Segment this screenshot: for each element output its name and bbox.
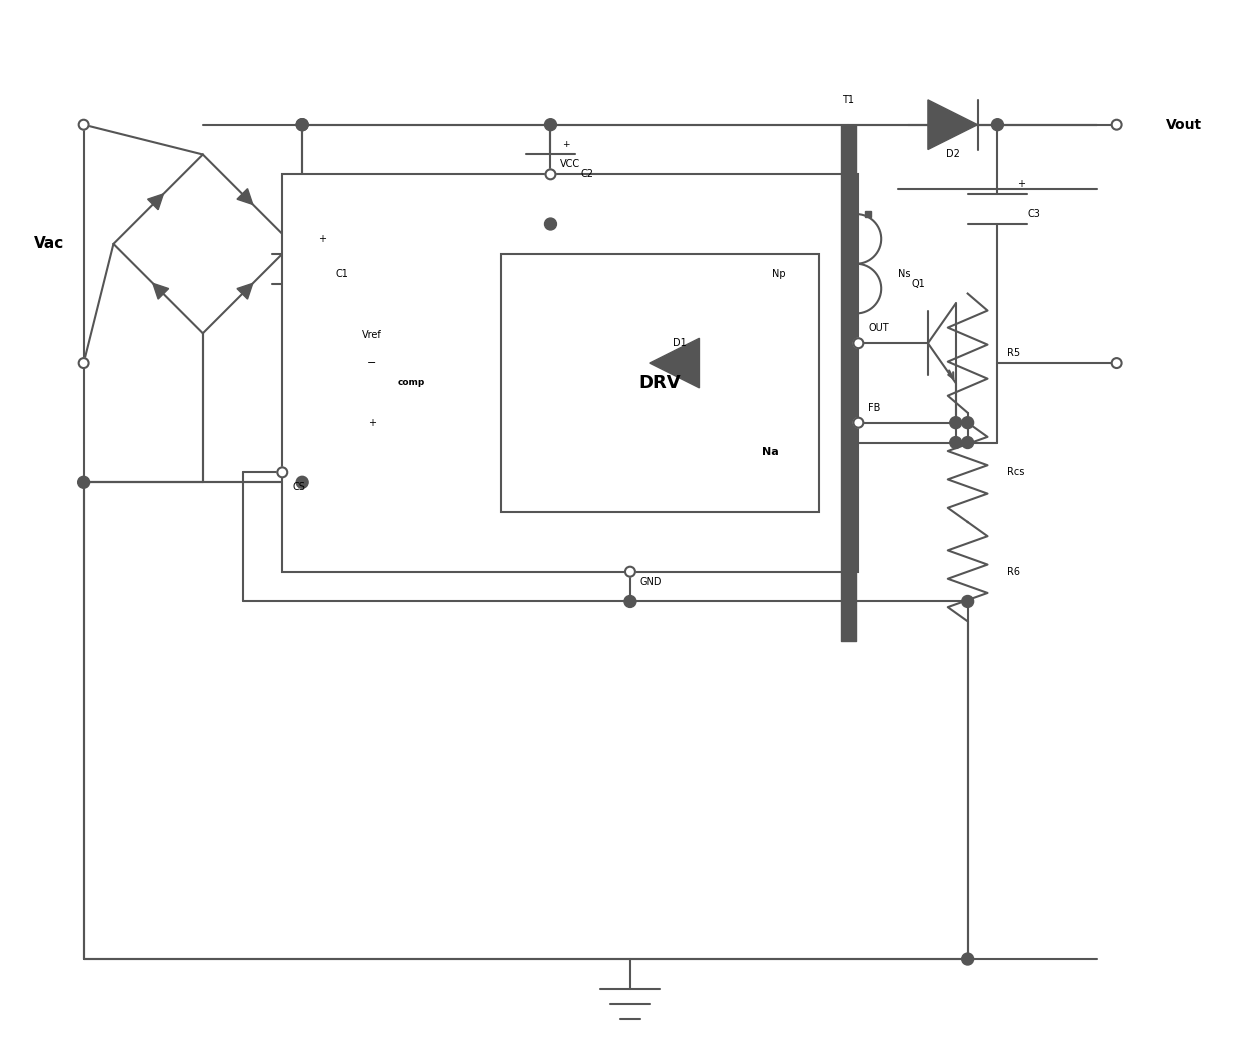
Text: Q1: Q1 bbox=[911, 279, 925, 288]
Polygon shape bbox=[148, 194, 164, 210]
Circle shape bbox=[962, 953, 973, 965]
Circle shape bbox=[625, 567, 635, 576]
Text: Vout: Vout bbox=[1167, 118, 1203, 132]
Polygon shape bbox=[153, 283, 169, 300]
Text: GND: GND bbox=[640, 576, 662, 587]
Text: Ns: Ns bbox=[898, 268, 910, 279]
Circle shape bbox=[962, 417, 973, 429]
Text: +: + bbox=[562, 140, 569, 149]
Text: +: + bbox=[368, 418, 376, 428]
Text: FB: FB bbox=[868, 403, 880, 412]
Text: DRV: DRV bbox=[639, 374, 681, 392]
Text: Np: Np bbox=[773, 268, 786, 279]
Text: C3: C3 bbox=[1027, 209, 1040, 219]
Circle shape bbox=[78, 476, 89, 489]
Text: C2: C2 bbox=[580, 169, 593, 180]
Circle shape bbox=[1112, 120, 1122, 129]
Circle shape bbox=[546, 169, 556, 180]
Text: comp: comp bbox=[398, 378, 425, 387]
Circle shape bbox=[296, 119, 308, 130]
Bar bbox=[501, 254, 818, 512]
Polygon shape bbox=[237, 189, 253, 205]
Circle shape bbox=[296, 476, 308, 489]
Circle shape bbox=[992, 119, 1003, 130]
Text: R6: R6 bbox=[1007, 567, 1021, 576]
Circle shape bbox=[842, 357, 854, 369]
Circle shape bbox=[950, 417, 962, 429]
Text: D1: D1 bbox=[673, 338, 687, 349]
Circle shape bbox=[962, 595, 973, 608]
Text: +: + bbox=[317, 234, 326, 244]
Text: −: − bbox=[367, 358, 377, 369]
Text: C1: C1 bbox=[336, 268, 348, 279]
Circle shape bbox=[78, 120, 88, 129]
Circle shape bbox=[544, 119, 557, 130]
Text: OUT: OUT bbox=[868, 324, 889, 333]
Circle shape bbox=[544, 218, 557, 230]
Text: D2: D2 bbox=[946, 149, 960, 160]
Text: R5: R5 bbox=[1007, 348, 1021, 358]
Circle shape bbox=[950, 436, 962, 449]
Circle shape bbox=[853, 338, 863, 349]
Circle shape bbox=[624, 595, 636, 608]
Text: Rcs: Rcs bbox=[1007, 468, 1024, 477]
Circle shape bbox=[842, 407, 854, 419]
Text: T1: T1 bbox=[842, 95, 854, 104]
Circle shape bbox=[842, 337, 854, 349]
Bar bbox=[283, 174, 858, 572]
Circle shape bbox=[278, 468, 288, 477]
Polygon shape bbox=[237, 283, 253, 300]
Polygon shape bbox=[650, 338, 699, 388]
Circle shape bbox=[296, 119, 308, 130]
Circle shape bbox=[78, 358, 88, 369]
Text: Vac: Vac bbox=[33, 236, 64, 252]
Circle shape bbox=[853, 418, 863, 428]
Polygon shape bbox=[928, 100, 977, 149]
Polygon shape bbox=[362, 351, 458, 434]
Text: +: + bbox=[1017, 180, 1025, 189]
Text: Vref: Vref bbox=[362, 330, 382, 340]
Text: VCC: VCC bbox=[560, 160, 580, 169]
Text: Na: Na bbox=[763, 448, 779, 457]
Circle shape bbox=[1112, 358, 1122, 369]
Circle shape bbox=[962, 436, 973, 449]
Text: CS: CS bbox=[293, 482, 305, 492]
